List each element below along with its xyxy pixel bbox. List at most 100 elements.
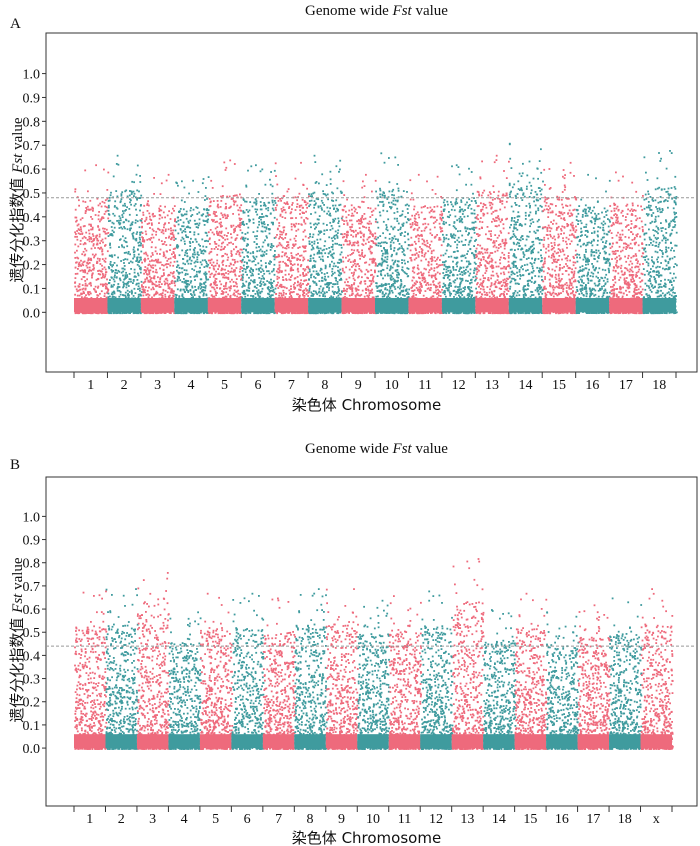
snp-point	[235, 267, 238, 269]
snp-point	[233, 269, 235, 272]
snp-point	[140, 258, 142, 261]
snp-point	[294, 243, 297, 246]
snp-point	[383, 247, 385, 249]
snp-point	[182, 262, 185, 265]
snp-point	[259, 282, 261, 284]
snp-point	[142, 286, 145, 288]
snp-point	[229, 262, 232, 265]
snp-point	[365, 287, 367, 290]
snp-point	[209, 243, 211, 245]
snp-point	[270, 171, 272, 173]
snp-point	[271, 246, 273, 249]
snp-point	[384, 287, 387, 289]
snp-point	[216, 259, 219, 262]
snp-point	[390, 201, 393, 204]
snp-point	[184, 285, 187, 288]
snp-point	[331, 260, 333, 263]
snp-point	[106, 287, 108, 290]
snp-point	[196, 256, 199, 259]
snp-point	[324, 275, 326, 278]
snp-point	[163, 264, 165, 267]
snp-point	[207, 278, 210, 281]
snp-point	[348, 284, 351, 287]
snp-point	[245, 280, 248, 283]
snp-point	[319, 238, 322, 241]
snp-point	[353, 283, 355, 286]
snp-point	[189, 256, 191, 259]
snp-point	[273, 273, 276, 276]
snp-point	[195, 273, 198, 276]
snp-point	[172, 234, 175, 237]
snp-point	[84, 237, 87, 239]
snp-point	[124, 190, 127, 193]
snp-point	[203, 224, 206, 226]
snp-point	[358, 227, 361, 229]
snp-point	[370, 289, 373, 292]
snp-point	[185, 269, 188, 272]
snp-point	[116, 154, 119, 157]
snp-point	[196, 258, 199, 261]
snp-point	[111, 296, 114, 298]
snp-point	[372, 242, 375, 244]
snp-point	[314, 290, 317, 293]
snp-point	[167, 236, 170, 239]
snp-point	[159, 253, 161, 255]
snp-point	[193, 251, 196, 254]
snp-point	[290, 266, 293, 269]
snp-point	[327, 256, 329, 258]
snp-point	[125, 312, 128, 314]
snp-point	[309, 257, 312, 260]
snp-point	[353, 206, 356, 209]
snp-point	[182, 230, 185, 232]
snp-point	[82, 312, 85, 314]
snp-point	[97, 226, 100, 228]
snp-point	[312, 192, 315, 195]
snp-point	[133, 253, 136, 256]
snp-point	[322, 295, 324, 297]
snp-point	[242, 198, 245, 200]
snp-point	[271, 294, 274, 297]
snp-point	[215, 284, 217, 287]
snp-point	[209, 251, 212, 254]
snp-point	[195, 240, 198, 243]
snp-point	[82, 276, 85, 278]
snp-point	[242, 282, 244, 285]
snp-point	[80, 259, 82, 262]
snp-point	[124, 276, 127, 278]
snp-point	[214, 221, 217, 223]
snp-point	[109, 261, 112, 263]
snp-point	[153, 193, 155, 195]
snp-point	[312, 280, 314, 283]
snp-point	[91, 253, 94, 256]
snp-point	[285, 292, 287, 295]
snp-point	[129, 253, 131, 256]
snp-point	[122, 285, 125, 288]
snp-point	[197, 243, 200, 246]
snp-point	[193, 233, 196, 236]
snp-point	[236, 290, 238, 293]
snp-point	[281, 197, 283, 200]
snp-point	[287, 311, 290, 314]
snp-point	[327, 198, 329, 201]
snp-point	[217, 232, 220, 235]
snp-point	[237, 209, 240, 212]
snp-point	[158, 210, 161, 213]
snp-point	[350, 234, 353, 236]
snp-point	[252, 295, 254, 298]
snp-point	[123, 246, 125, 249]
snp-point	[171, 231, 174, 234]
snp-point	[223, 234, 226, 237]
snp-point	[139, 271, 142, 274]
snp-point	[306, 206, 308, 209]
snp-point	[334, 230, 337, 233]
snp-point	[86, 208, 88, 211]
snp-point	[139, 175, 141, 177]
snp-point	[304, 268, 307, 271]
snp-point	[109, 233, 112, 236]
snp-point	[321, 249, 324, 252]
snp-point	[361, 255, 364, 258]
snp-point	[97, 247, 100, 249]
snp-point	[277, 244, 280, 247]
snp-point	[87, 259, 90, 262]
snp-point	[132, 190, 135, 193]
